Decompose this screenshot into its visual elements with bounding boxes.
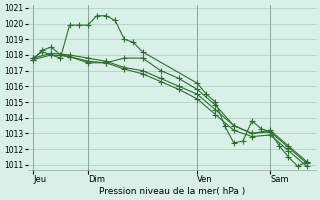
- X-axis label: Pression niveau de la mer( hPa ): Pression niveau de la mer( hPa ): [99, 187, 245, 196]
